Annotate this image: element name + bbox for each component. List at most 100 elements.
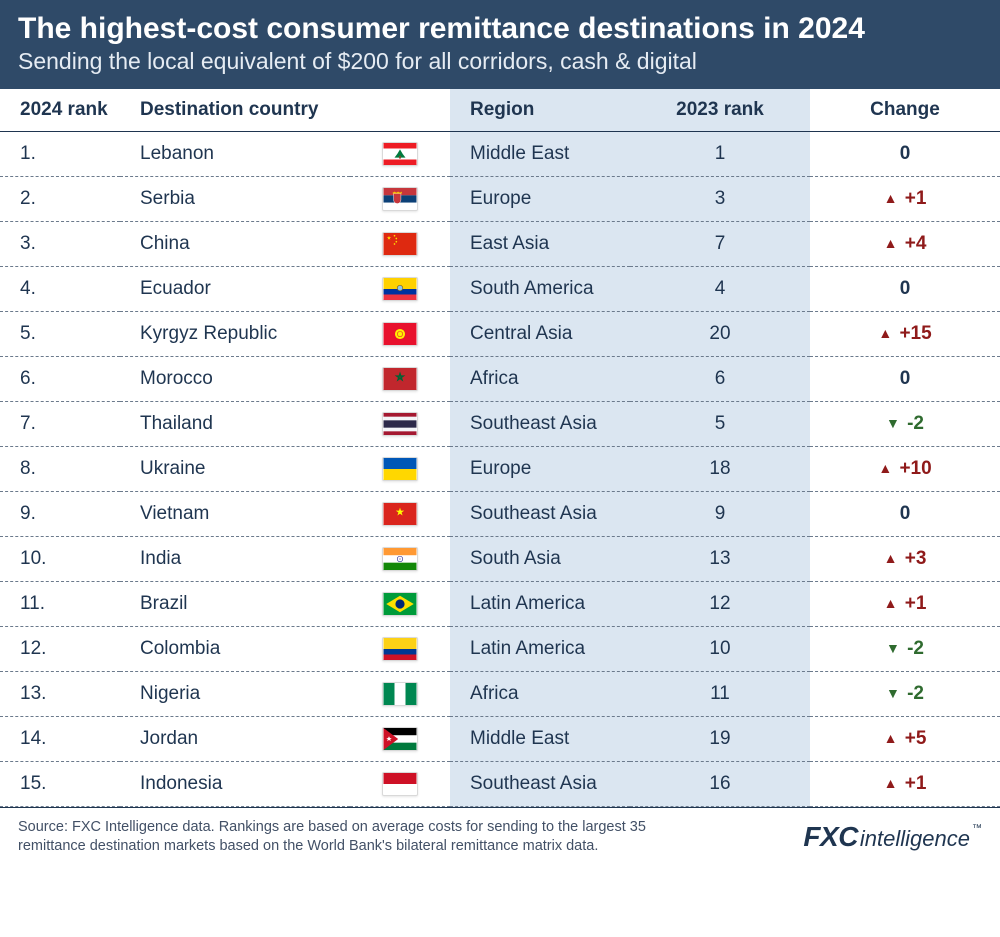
- cell-flag: [350, 177, 450, 222]
- cell-rank24: 10.: [0, 537, 120, 582]
- flag-icon: [382, 637, 418, 661]
- cell-rank23: 13: [630, 537, 810, 582]
- cell-region: Africa: [450, 357, 630, 402]
- table-row: 5.Kyrgyz RepublicCentral Asia20▲ +15: [0, 312, 1000, 357]
- cell-country: Jordan: [120, 717, 350, 762]
- cell-region: Middle East: [450, 132, 630, 177]
- col-change: Change: [810, 89, 1000, 132]
- page-subtitle: Sending the local equivalent of $200 for…: [18, 48, 982, 75]
- flag-icon: [382, 682, 418, 706]
- cell-rank23: 11: [630, 672, 810, 717]
- table-row: 2.SerbiaEurope3▲ +1: [0, 177, 1000, 222]
- cell-region: South America: [450, 267, 630, 312]
- cell-flag: [350, 312, 450, 357]
- cell-country: Brazil: [120, 582, 350, 627]
- col-region: Region: [450, 89, 630, 132]
- rank-table: 2024 rank Destination country Region 202…: [0, 89, 1000, 807]
- cell-rank23: 12: [630, 582, 810, 627]
- cell-flag: [350, 582, 450, 627]
- col-rank23: 2023 rank: [630, 89, 810, 132]
- cell-rank24: 12.: [0, 627, 120, 672]
- flag-icon: [382, 277, 418, 301]
- cell-rank23: 6: [630, 357, 810, 402]
- table-row: 12.ColombiaLatin America10▼ -2: [0, 627, 1000, 672]
- cell-change: ▲ +15: [810, 312, 1000, 357]
- cell-flag: [350, 447, 450, 492]
- cell-flag: [350, 357, 450, 402]
- flag-icon: [382, 412, 418, 436]
- cell-flag: [350, 762, 450, 807]
- cell-rank24: 3.: [0, 222, 120, 267]
- table-row: 8.UkraineEurope18▲ +10: [0, 447, 1000, 492]
- flag-icon: [382, 772, 418, 796]
- cell-country: Serbia: [120, 177, 350, 222]
- header: The highest-cost consumer remittance des…: [0, 0, 1000, 89]
- cell-country: Kyrgyz Republic: [120, 312, 350, 357]
- flag-icon: [382, 547, 418, 571]
- cell-flag: [350, 402, 450, 447]
- cell-region: Europe: [450, 447, 630, 492]
- table-row: 6.MoroccoAfrica60: [0, 357, 1000, 402]
- cell-flag: [350, 132, 450, 177]
- cell-rank23: 9: [630, 492, 810, 537]
- source-note: Source: FXC Intelligence data. Rankings …: [18, 818, 698, 856]
- table-row: 13.NigeriaAfrica11▼ -2: [0, 672, 1000, 717]
- cell-change: ▲ +1: [810, 177, 1000, 222]
- footer: Source: FXC Intelligence data. Rankings …: [0, 807, 1000, 856]
- cell-rank23: 20: [630, 312, 810, 357]
- cell-change: ▲ +1: [810, 582, 1000, 627]
- col-rank24: 2024 rank: [0, 89, 120, 132]
- table-row: 14.JordanMiddle East19▲ +5: [0, 717, 1000, 762]
- flag-icon: [382, 232, 418, 256]
- cell-country: Vietnam: [120, 492, 350, 537]
- cell-country: Thailand: [120, 402, 350, 447]
- page-title: The highest-cost consumer remittance des…: [18, 12, 982, 46]
- table-row: 9.VietnamSoutheast Asia90: [0, 492, 1000, 537]
- cell-change: ▲ +3: [810, 537, 1000, 582]
- cell-flag: [350, 717, 450, 762]
- cell-region: Middle East: [450, 717, 630, 762]
- cell-change: ▼ -2: [810, 402, 1000, 447]
- cell-flag: [350, 537, 450, 582]
- cell-rank23: 18: [630, 447, 810, 492]
- cell-rank23: 4: [630, 267, 810, 312]
- cell-region: Africa: [450, 672, 630, 717]
- cell-rank23: 16: [630, 762, 810, 807]
- table-row: 10.IndiaSouth Asia13▲ +3: [0, 537, 1000, 582]
- cell-rank24: 6.: [0, 357, 120, 402]
- infographic-page: The highest-cost consumer remittance des…: [0, 0, 1000, 937]
- cell-rank23: 1: [630, 132, 810, 177]
- table-row: 15.IndonesiaSoutheast Asia16▲ +1: [0, 762, 1000, 807]
- table-row: 7.ThailandSoutheast Asia5▼ -2: [0, 402, 1000, 447]
- cell-rank24: 4.: [0, 267, 120, 312]
- cell-region: South Asia: [450, 537, 630, 582]
- cell-rank23: 3: [630, 177, 810, 222]
- col-flag: [350, 89, 450, 132]
- table-header-row: 2024 rank Destination country Region 202…: [0, 89, 1000, 132]
- cell-region: East Asia: [450, 222, 630, 267]
- flag-icon: [382, 187, 418, 211]
- cell-change: ▲ +4: [810, 222, 1000, 267]
- cell-region: Southeast Asia: [450, 402, 630, 447]
- table-row: 1.LebanonMiddle East10: [0, 132, 1000, 177]
- cell-country: Ukraine: [120, 447, 350, 492]
- cell-flag: [350, 627, 450, 672]
- flag-icon: [382, 142, 418, 166]
- cell-region: Central Asia: [450, 312, 630, 357]
- flag-icon: [382, 727, 418, 751]
- cell-change: 0: [810, 492, 1000, 537]
- cell-country: Morocco: [120, 357, 350, 402]
- flag-icon: [382, 592, 418, 616]
- cell-change: ▼ -2: [810, 672, 1000, 717]
- logo-tm: ™: [972, 823, 982, 834]
- cell-rank24: 7.: [0, 402, 120, 447]
- table-row: 3.ChinaEast Asia7▲ +4: [0, 222, 1000, 267]
- cell-rank23: 19: [630, 717, 810, 762]
- cell-change: 0: [810, 267, 1000, 312]
- cell-region: Southeast Asia: [450, 492, 630, 537]
- cell-rank24: 11.: [0, 582, 120, 627]
- cell-change: ▲ +1: [810, 762, 1000, 807]
- flag-icon: [382, 502, 418, 526]
- cell-rank24: 1.: [0, 132, 120, 177]
- cell-rank23: 10: [630, 627, 810, 672]
